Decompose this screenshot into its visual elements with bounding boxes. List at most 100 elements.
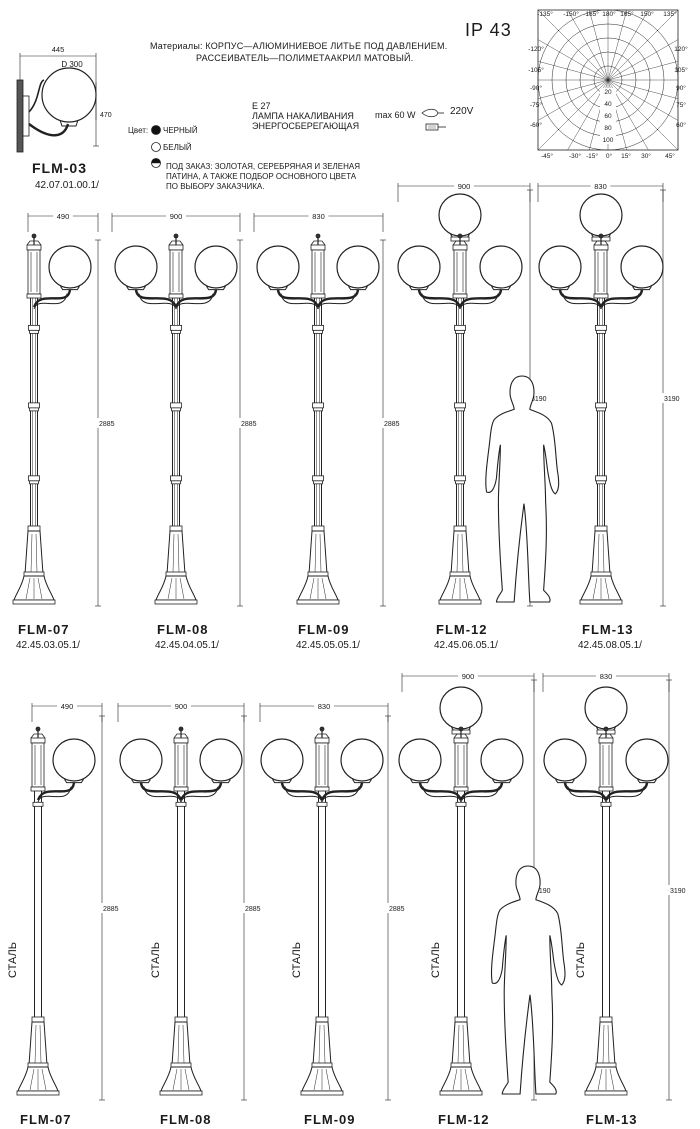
width-value: 900: [462, 672, 475, 681]
dimension-label-bg: [314, 701, 334, 710]
lamp-globe: [336, 245, 380, 291]
lantern-cap: [173, 737, 189, 744]
globe-outline: [579, 193, 623, 237]
lamp-globe: [260, 738, 304, 784]
lantern-body: [311, 249, 325, 295]
base-collar: [453, 525, 467, 532]
lamp-arm: [174, 289, 218, 308]
base-groove: [602, 1024, 605, 1064]
base-upper: [171, 1021, 191, 1066]
top-model-code: 42.45.03.05.1/: [16, 640, 80, 651]
human-silhouette: [490, 865, 566, 1095]
base-rib: [179, 577, 185, 600]
lamp-globe: [620, 245, 664, 291]
lamp-arm-inner: [37, 786, 72, 803]
dimension-label-bg: [171, 701, 191, 710]
pole-lantern: [173, 726, 189, 792]
polar-angle-label: 105°: [674, 66, 688, 74]
lamp-globe: [439, 686, 483, 732]
lamp-flm-09-drawing: [256, 233, 380, 605]
height-dimension: 3190: [660, 189, 681, 607]
pole-collar: [313, 329, 323, 334]
height-value: 3190: [531, 396, 547, 403]
pole-collar: [28, 475, 40, 482]
materials-line-2: РАССЕИВАТЕЛЬ—ПОЛИМЕТААКРИЛ МАТОВЫЙ.: [196, 53, 414, 63]
pole-collar: [171, 329, 181, 334]
lamp-arm-inner: [321, 786, 360, 803]
top-model-label: FLM-09: [298, 622, 350, 637]
color-order-swatch-half: [151, 158, 161, 164]
polar-angle-label: -60°: [530, 121, 542, 129]
pole-collar: [316, 801, 328, 807]
polar-angle-label: 60°: [676, 121, 686, 129]
lantern-roof: [310, 240, 326, 246]
polar-spoke: [607, 39, 679, 81]
lantern-roof: [26, 240, 42, 246]
lamp-pole: [154, 298, 198, 605]
lamp-arm-inner: [138, 293, 177, 310]
pole-collar: [595, 402, 607, 409]
lamp-arm: [604, 782, 649, 801]
polar-angle-label: -135°: [537, 10, 553, 18]
lantern-knob: [458, 726, 464, 732]
pole-lantern: [453, 726, 469, 792]
height-dimension: 2885: [380, 239, 401, 607]
height-value: 3190: [535, 888, 551, 895]
lamp-pole: [438, 298, 482, 605]
lantern-band: [453, 786, 469, 792]
globe-collar: [64, 779, 84, 784]
dimension-label-bg: [242, 903, 262, 913]
base-ring: [165, 571, 187, 577]
pole-collar: [455, 480, 465, 485]
dimension-label-bg: [667, 885, 687, 895]
polar-angle-label: 75°: [676, 101, 686, 109]
base-groove: [35, 533, 38, 573]
pole-collar: [313, 480, 323, 485]
width-dimension: 830: [259, 701, 389, 722]
height-value: 2885: [389, 906, 405, 913]
pole-collar: [455, 801, 467, 807]
width-value: 830: [312, 212, 325, 221]
pole-collar: [170, 402, 182, 409]
color-white-label: БЕЛЫЙ: [163, 143, 192, 152]
base-groove: [456, 533, 459, 573]
lamp-arm: [417, 289, 462, 308]
dimension-label-bg: [458, 671, 478, 680]
base-groove: [318, 1024, 321, 1064]
height-value: 2885: [241, 421, 257, 428]
lamp-arm-inner: [562, 293, 602, 310]
globe-collar: [131, 779, 151, 784]
base-groove: [597, 533, 600, 573]
polar-angle-label: 0°: [606, 152, 613, 160]
polar-angle-label: -120°: [528, 45, 544, 53]
base-rib: [313, 1068, 319, 1091]
globe-outline: [438, 193, 482, 237]
polar-angle-label: 90°: [676, 84, 686, 92]
height-dimension: 2885: [237, 239, 258, 607]
legend-icons: [151, 108, 446, 168]
polar-ring-label: 20: [604, 89, 612, 96]
base-ring: [170, 1062, 192, 1068]
width-dimension: 900: [117, 701, 245, 722]
pole-collar: [28, 402, 40, 409]
width-value: 830: [594, 182, 607, 191]
lamp-pole: [439, 791, 483, 1096]
lamp-arm: [418, 782, 463, 801]
base-rib: [452, 1068, 458, 1091]
lamp-globe: [397, 245, 441, 291]
base-groove: [607, 1024, 610, 1064]
pole-collar: [595, 475, 607, 482]
lamp-type-2: ЭНЕРГОСБЕРЕГАЮЩАЯ: [252, 121, 360, 131]
top-model-code: 42.45.06.05.1/: [434, 640, 498, 651]
width-value: 830: [600, 672, 613, 681]
lantern-body: [454, 742, 468, 788]
lamp-globe: [114, 245, 158, 291]
polar-angle-label: 135°: [663, 10, 677, 18]
globe-outline: [543, 738, 587, 782]
dimension-label-bg: [596, 671, 616, 680]
dimension-label-bg: [454, 181, 474, 190]
globe-collar: [409, 286, 429, 291]
lamp-arm-inner: [143, 786, 182, 803]
lamp-globe: [52, 738, 96, 784]
base-upper: [450, 530, 470, 575]
